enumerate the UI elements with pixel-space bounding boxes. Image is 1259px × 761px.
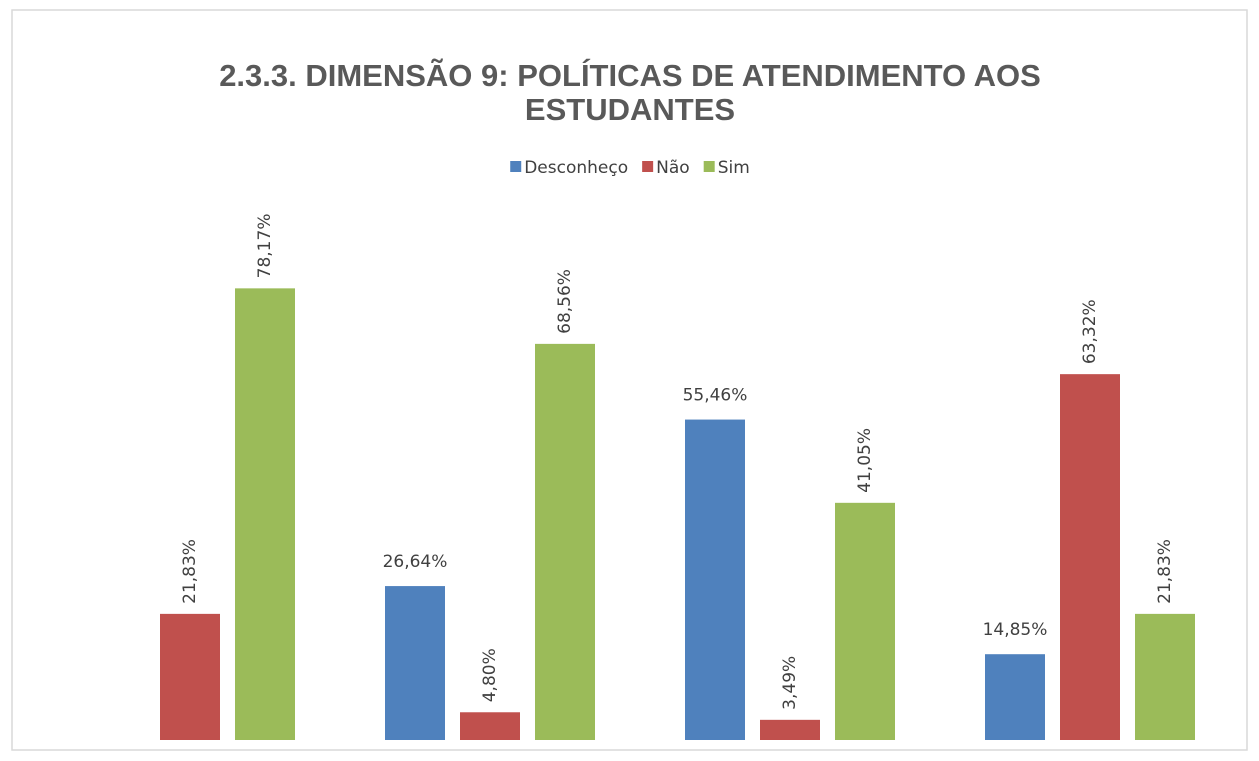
- bar: [460, 712, 520, 740]
- bar: [160, 613, 220, 740]
- data-label: 14,85%: [983, 620, 1048, 640]
- chart-title: ESTUDANTES: [525, 92, 735, 127]
- data-label: 21,83%: [180, 539, 200, 604]
- bar: [685, 419, 745, 740]
- legend-label: Desconheço: [524, 158, 628, 178]
- legend-swatch: [642, 161, 654, 172]
- chart-title: 2.3.3. DIMENSÃO 9: POLÍTICAS DE ATENDIME…: [219, 58, 1041, 93]
- bar: [385, 586, 445, 740]
- bar: [835, 502, 895, 740]
- bar: [535, 343, 595, 740]
- bar: [760, 719, 820, 740]
- data-label: 4,80%: [480, 648, 500, 702]
- legend-swatch: [703, 161, 715, 172]
- bar: [985, 654, 1045, 740]
- data-label: 68,56%: [555, 269, 575, 334]
- data-label: 3,49%: [780, 656, 800, 710]
- data-label: 41,05%: [855, 428, 875, 493]
- legend-swatch: [510, 161, 522, 172]
- bar: [1060, 374, 1120, 740]
- data-label: 21,83%: [1155, 539, 1175, 604]
- bar: [1135, 613, 1195, 740]
- legend-label: Não: [656, 158, 690, 178]
- data-label: 78,17%: [255, 214, 275, 279]
- legend-label: Sim: [718, 158, 750, 178]
- data-label: 55,46%: [683, 386, 748, 406]
- data-label: 63,32%: [1080, 299, 1100, 364]
- bar: [235, 288, 295, 740]
- data-label: 26,64%: [383, 552, 448, 572]
